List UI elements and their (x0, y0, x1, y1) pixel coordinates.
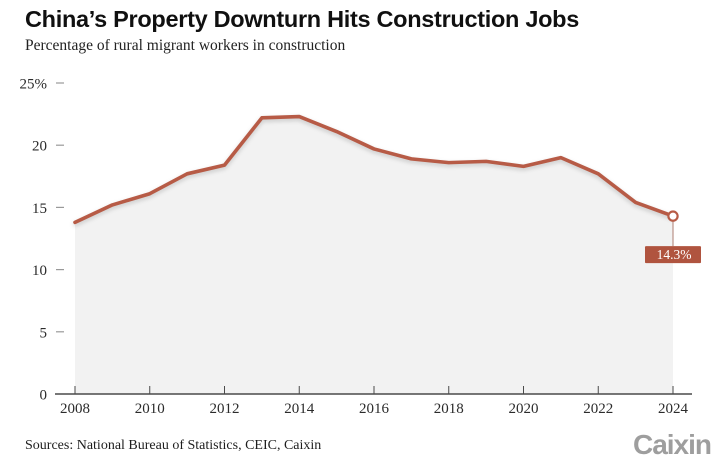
x-tick-label: 2008 (60, 401, 90, 417)
end-marker (667, 210, 679, 222)
y-tick-label: 20 (32, 139, 47, 155)
trend-line (73, 114, 675, 225)
y-tick-label: 0 (40, 388, 48, 404)
annotation-box (645, 246, 701, 264)
x-tick-label: 2016 (359, 401, 390, 417)
x-tick-label: 2024 (658, 401, 689, 417)
x-tick-label: 2020 (509, 401, 539, 417)
x-tick-label: 2010 (135, 401, 165, 417)
x-tick-label: 2018 (434, 401, 464, 417)
x-tick-label: 2022 (583, 401, 613, 417)
chart: 25% 20 15 10 5 0 2008 2010 2012 2014 2016 2018 2020 2… (0, 58, 718, 428)
area-fill (75, 116, 673, 394)
page-title: China’s Property Downturn Hits Construct… (25, 6, 579, 32)
y-tick-label: 15 (32, 201, 47, 217)
x-tick-label: 2012 (210, 401, 240, 417)
y-tick-label: 5 (40, 325, 48, 341)
y-tick-label: 10 (32, 263, 47, 279)
line-chart-svg: 25% 20 15 10 5 0 2008 2010 2012 2014 2016 2018 2020 2… (20, 77, 701, 417)
x-tick-label: 2014 (284, 401, 315, 417)
sources-note: Sources: National Bureau of Statistics, … (25, 438, 322, 453)
annotation-label: 14.3% (657, 247, 692, 262)
caixin-logo: Caixin (632, 429, 712, 460)
chart-subtitle: Percentage of rural migrant workers in c… (25, 37, 346, 54)
y-tick-label: 25% (20, 77, 48, 93)
